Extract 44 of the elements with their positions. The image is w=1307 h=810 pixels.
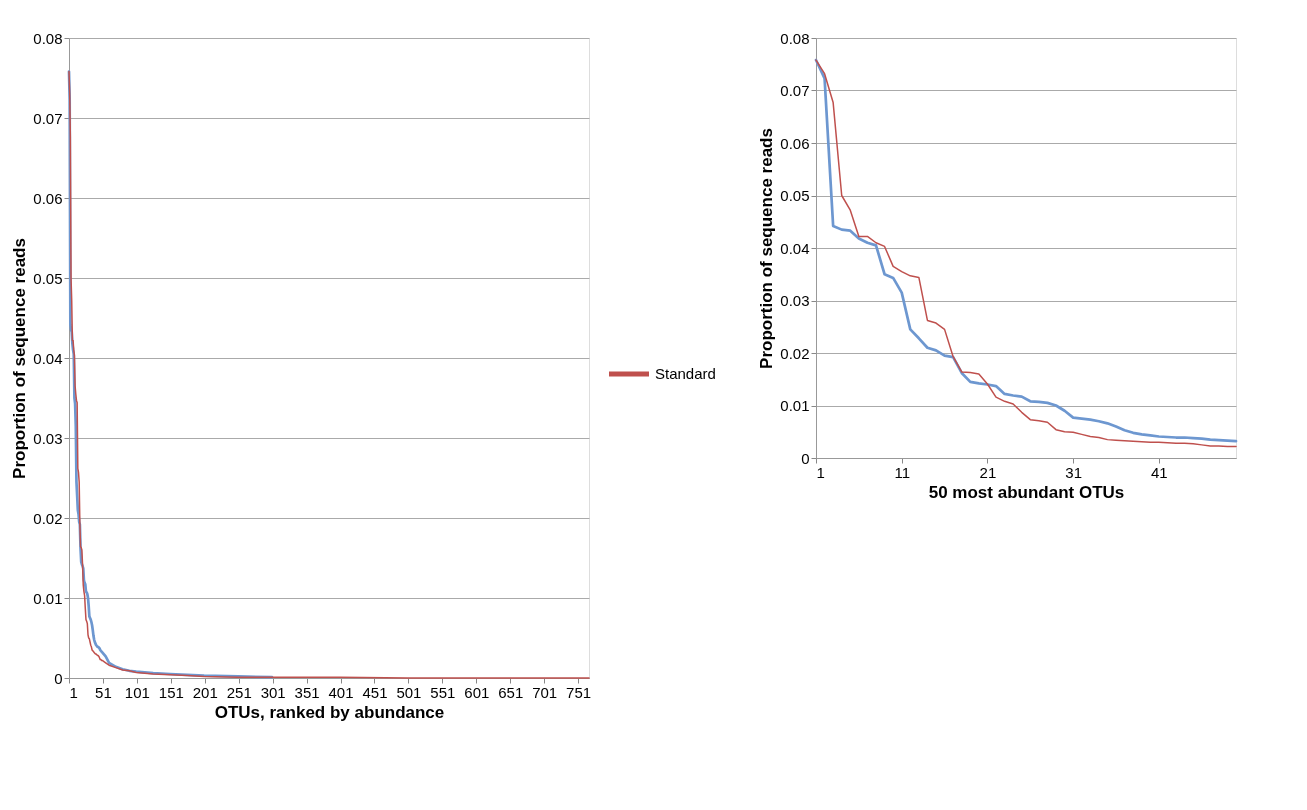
y-tick-label: 0.06 (33, 189, 63, 207)
x-tick-label: 1 (816, 463, 825, 481)
y-axis-title: Proportion of sequence reads (757, 128, 777, 369)
y-tick-label: 0.03 (33, 429, 63, 447)
y-tick-label: 0.01 (780, 397, 810, 414)
y-tick-label: 0.03 (780, 292, 810, 309)
x-axis-title: OTUs, ranked by abundance (214, 702, 445, 722)
x-tick-label: 401 (328, 683, 354, 701)
y-tick-label: 0.08 (780, 29, 810, 47)
y-tick-label: 0.06 (780, 134, 810, 152)
y-tick-label: 0.04 (780, 239, 810, 257)
y-tick-label: 0.04 (33, 349, 63, 367)
x-tick-label: 11 (894, 463, 910, 481)
x-tick-label: 251 (226, 683, 252, 701)
x-tick-label: 1 (69, 683, 78, 701)
y-tick-label: 0.01 (33, 589, 63, 607)
y-tick-label: 0.07 (780, 82, 810, 99)
x-tick-label: 41 (1151, 463, 1168, 481)
x-tick-label: 201 (192, 683, 218, 701)
x-tick-label: 601 (464, 683, 490, 701)
y-axis-title: Proportion of sequence reads (10, 238, 30, 479)
y-tick-label: 0 (54, 669, 63, 687)
y-tick-label: 0.05 (33, 269, 63, 287)
y-tick-label: 0.02 (780, 344, 810, 362)
x-tick-label: 501 (396, 683, 422, 701)
x-tick-label: 701 (532, 683, 558, 701)
x-axis-title: 50 most abundant OTUs (928, 482, 1125, 502)
x-tick-label: 751 (566, 683, 592, 701)
y-tick-label: 0.02 (33, 509, 63, 527)
x-tick-label: 51 (95, 683, 112, 701)
y-tick-label: 0.05 (780, 187, 810, 204)
legend-label: Standard (655, 365, 716, 382)
y-tick-label: 0 (801, 449, 810, 467)
x-tick-label: 351 (294, 683, 320, 701)
x-tick-label: 31 (1065, 463, 1082, 481)
x-tick-label: 651 (498, 683, 524, 701)
x-tick-label: 451 (362, 683, 388, 701)
x-tick-label: 101 (124, 683, 150, 701)
x-tick-label: 151 (158, 683, 184, 701)
x-tick-label: 301 (260, 683, 286, 701)
x-tick-label: 21 (979, 463, 997, 481)
x-tick-label: 551 (430, 683, 456, 701)
y-tick-label: 0.07 (33, 109, 63, 127)
y-tick-label: 0.08 (33, 29, 63, 47)
